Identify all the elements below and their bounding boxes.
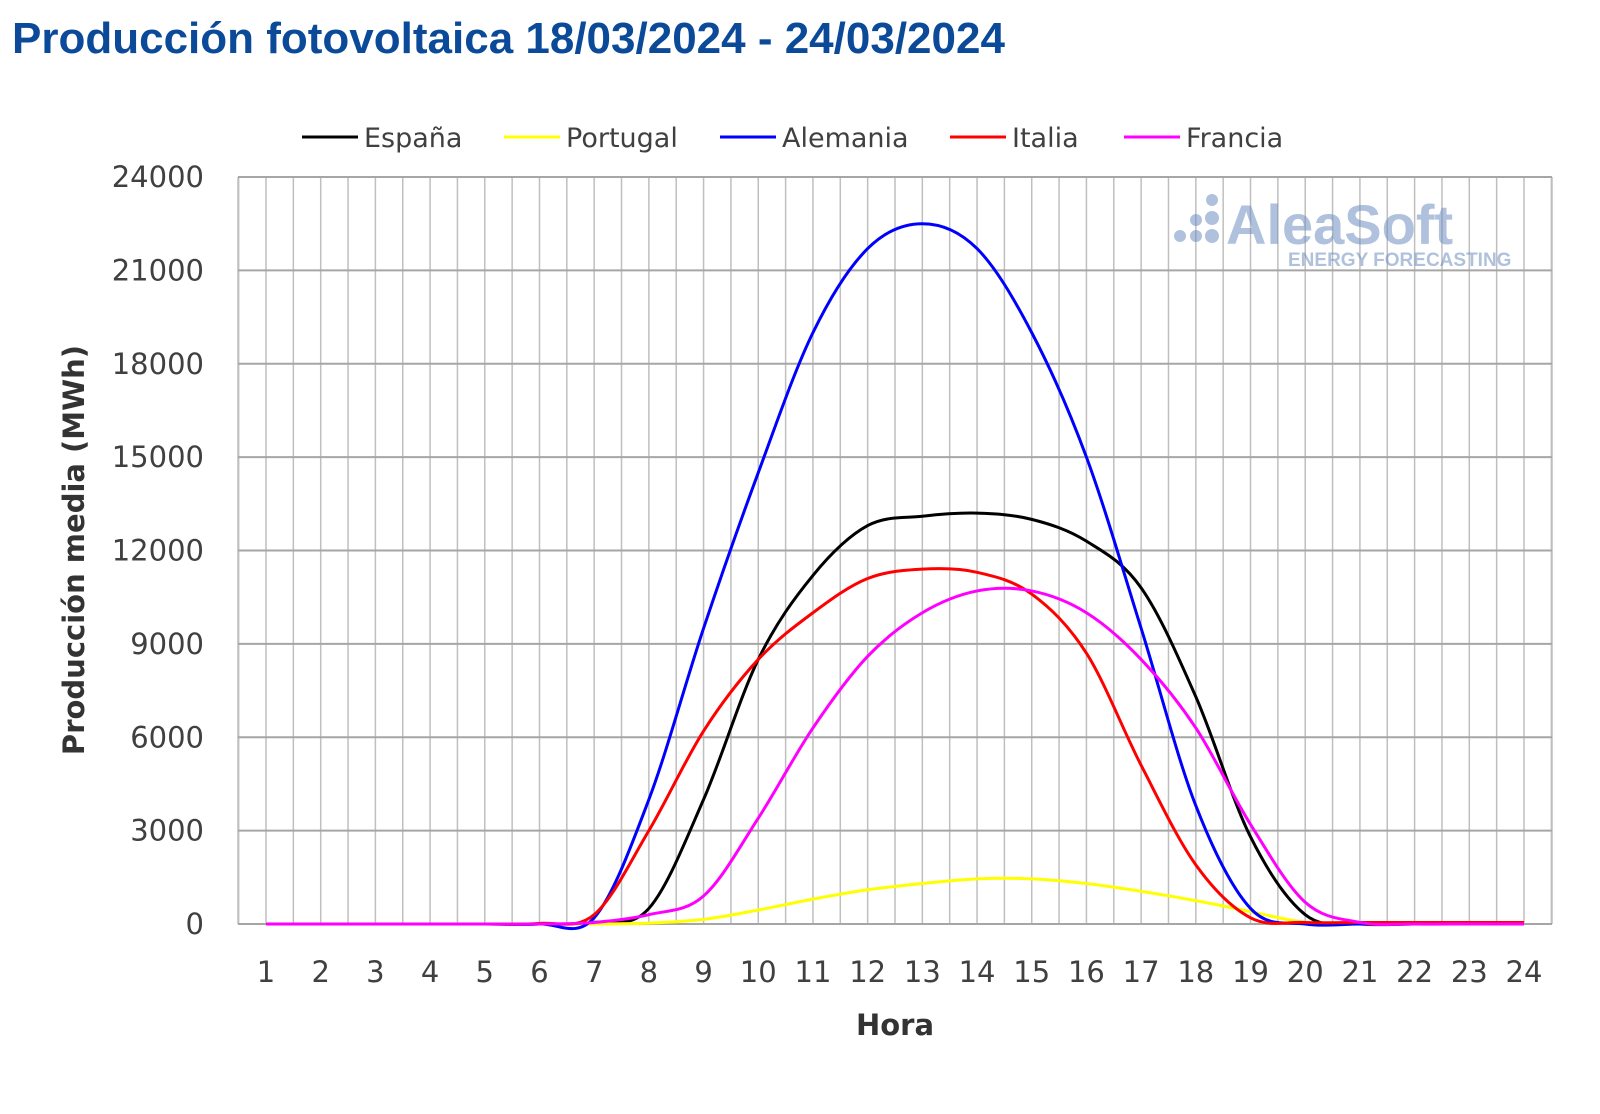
legend-label: Italia <box>1012 123 1079 154</box>
x-tick-label: 23 <box>1451 955 1488 989</box>
legend-label: Portugal <box>566 123 678 154</box>
x-tick-label: 9 <box>694 955 712 989</box>
series-lines <box>266 222 1524 931</box>
logo-tagline: ENERGY FORECASTING <box>1288 250 1511 271</box>
y-tick-label: 21000 <box>112 253 204 287</box>
x-tick-label: 1 <box>257 955 275 989</box>
x-tick-label: 4 <box>421 955 439 989</box>
x-tick-label: 7 <box>585 955 603 989</box>
y-tick-label: 9000 <box>130 627 204 661</box>
y-ticks: 0 3000 6000 9000 12000 15000 18000 21000 24000 <box>112 160 204 941</box>
x-tick-label: 18 <box>1177 955 1214 989</box>
legend: España Portugal Alemania Italia Francia <box>302 123 1283 154</box>
y-tick-label: 18000 <box>112 347 204 381</box>
x-tick-label: 21 <box>1341 955 1378 989</box>
y-axis-label: Producción media (MWh) <box>57 345 91 755</box>
chart-title: Producción fotovoltaica 18/03/2024 - 24/… <box>12 14 1005 63</box>
x-tick-label: 3 <box>366 955 384 989</box>
y-tick-label: 3000 <box>130 814 204 848</box>
logo-name: AleaSoft <box>1226 193 1453 256</box>
x-tick-label: 6 <box>530 955 548 989</box>
x-axis-label: Hora <box>856 1008 934 1042</box>
x-tick-label: 8 <box>640 955 658 989</box>
legend-label: Francia <box>1186 123 1283 154</box>
grid <box>237 176 1553 925</box>
x-tick-label: 19 <box>1232 955 1269 989</box>
x-tick-label: 22 <box>1396 955 1433 989</box>
x-tick-label: 11 <box>795 955 832 989</box>
y-tick-label: 24000 <box>112 160 204 194</box>
legend-label: España <box>364 123 462 154</box>
x-tick-label: 17 <box>1123 955 1160 989</box>
x-tick-label: 12 <box>849 955 886 989</box>
x-ticks: 1 2 3 4 5 6 7 8 9 10 11 12 13 14 15 16 17 18 19 20 21 22 23 24 <box>257 955 1543 989</box>
aleasoft-logo: AleaSoft ENERGY FORECASTING <box>1174 193 1511 271</box>
y-tick-label: 6000 <box>130 720 204 754</box>
x-tick-label: 20 <box>1287 955 1324 989</box>
x-tick-label: 16 <box>1068 955 1105 989</box>
x-tick-label: 10 <box>740 955 777 989</box>
y-tick-label: 12000 <box>112 534 204 568</box>
x-tick-label: 24 <box>1506 955 1543 989</box>
x-tick-label: 13 <box>904 955 941 989</box>
x-tick-label: 14 <box>959 955 996 989</box>
x-tick-label: 5 <box>476 955 494 989</box>
y-tick-label: 0 <box>186 907 204 941</box>
x-tick-label: 2 <box>311 955 329 989</box>
y-tick-label: 15000 <box>112 440 204 474</box>
x-tick-label: 15 <box>1013 955 1050 989</box>
series-line-francia <box>266 586 1524 926</box>
legend-label: Alemania <box>782 123 909 154</box>
logo-dots-icon <box>1174 194 1219 243</box>
